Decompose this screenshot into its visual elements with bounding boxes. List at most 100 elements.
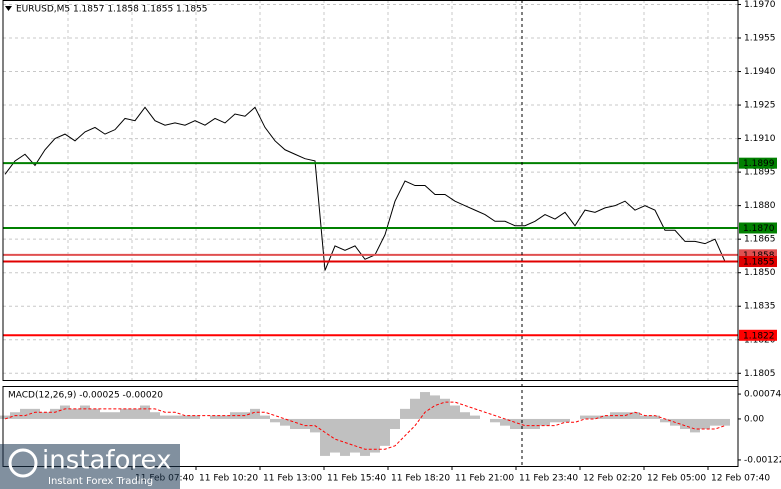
y-tick-label: 1.1940: [744, 67, 776, 77]
macd-bar: [0, 415, 10, 419]
macd-bar: [440, 398, 450, 419]
macd-bar: [260, 415, 270, 419]
y-tick-label: 1.1910: [744, 134, 776, 144]
macd-bar: [160, 415, 170, 419]
x-tick-label: 12 Feb 02:20: [583, 474, 642, 484]
macd-bar: [390, 418, 400, 430]
x-tick-label: 11 Feb 10:20: [199, 474, 258, 484]
level-label-bg: [739, 222, 777, 234]
macd-bar: [590, 415, 600, 419]
y-tick-label: 1.1805: [744, 369, 776, 379]
macd-bar: [190, 415, 200, 419]
y-tick-label: 1.1850: [744, 268, 776, 278]
macd-bar: [40, 412, 50, 419]
macd-bar: [150, 412, 160, 419]
macd-bar: [650, 415, 660, 419]
macd-bar: [340, 418, 350, 456]
x-tick-label: 12 Feb 07:40: [711, 474, 770, 484]
macd-bar: [660, 418, 670, 423]
watermark-brand: instaforex: [42, 446, 171, 476]
macd-bar: [20, 408, 30, 419]
macd-bar: [370, 418, 380, 453]
macd-bar: [490, 418, 500, 423]
y-tick-label: 1.1955: [744, 34, 776, 44]
macd-bar: [380, 418, 390, 446]
macd-bar: [110, 412, 120, 419]
macd-bar: [600, 415, 610, 419]
macd-bar: [420, 392, 430, 419]
macd-bar: [700, 418, 710, 430]
macd-bar: [120, 408, 130, 419]
macd-bar: [680, 418, 690, 430]
macd-bar: [720, 418, 730, 426]
level-label: 1.1899: [743, 159, 775, 169]
macd-bar: [470, 415, 480, 419]
plot-area: [0, 0, 738, 470]
x-tick-label: 11 Feb 23:40: [519, 474, 578, 484]
macd-bar: [300, 418, 310, 430]
macd-bar: [550, 418, 560, 423]
x-tick-label: 11 Feb 13:00: [263, 474, 322, 484]
macd-bar: [90, 408, 100, 419]
x-tick-label: 11 Feb 21:00: [455, 474, 514, 484]
macd-bar: [60, 405, 70, 419]
price-axis-bg: [738, 0, 781, 489]
macd-bar: [640, 415, 650, 419]
level-label: 1.1858: [743, 251, 775, 261]
macd-bar: [80, 405, 90, 419]
macd-bar: [330, 418, 340, 453]
macd-bar: [630, 412, 640, 419]
level-label-bg: [739, 256, 777, 268]
macd-bar: [460, 412, 470, 419]
chart-title: EURUSD,M5 1.1857 1.1858 1.1855 1.1855: [16, 5, 208, 15]
y-tick-label: 1.1895: [744, 168, 776, 178]
menu-arrow: [5, 6, 12, 11]
macd-bar: [520, 418, 530, 430]
macd-bar: [580, 415, 590, 419]
macd-bar: [250, 408, 260, 419]
macd-bar: [30, 408, 40, 419]
macd-bar: [430, 395, 440, 419]
macd-bar: [400, 408, 410, 419]
y-tick-label: 0.00: [744, 414, 764, 424]
macd-bar: [500, 418, 510, 426]
level-label: 1.1855: [743, 258, 775, 268]
watermark-logo: [8, 448, 38, 478]
x-tick-label: 11 Feb 15:40: [327, 474, 386, 484]
macd-bar: [50, 408, 60, 419]
y-tick-label: 1.1880: [744, 201, 776, 211]
watermark: instaforex Instant Forex Trading: [0, 444, 180, 489]
y-tick-label: 0.00074: [744, 390, 781, 400]
y-tick-label: 1.1970: [744, 0, 776, 10]
level-label-bg: [739, 157, 777, 169]
macd-bar: [350, 418, 360, 453]
x-tick-label: 12 Feb 05:00: [647, 474, 706, 484]
level-label-bg: [739, 329, 777, 341]
y-tick-label: 1.1865: [744, 235, 776, 245]
macd-bar: [690, 418, 700, 433]
y-tick-label: -0.00122: [744, 455, 781, 465]
macd-bar: [450, 405, 460, 419]
macd-bar: [70, 408, 80, 419]
macd-bar: [180, 415, 190, 419]
level-label-bg: [739, 249, 777, 261]
macd-bar: [140, 405, 150, 419]
signal-line: [4, 401, 726, 450]
macd-bar: [560, 418, 570, 423]
macd-title: MACD(12,26,9) -0.00025 -0.00020: [8, 391, 163, 401]
y-tick-label: 1.1835: [744, 302, 776, 312]
macd-bar: [530, 418, 540, 430]
macd-bar: [410, 398, 420, 419]
macd-bar: [170, 415, 180, 419]
y-tick-label: 1.1925: [744, 101, 776, 111]
macd-bar: [220, 415, 230, 419]
macd-bar: [320, 418, 330, 456]
price-line: [4, 106, 726, 271]
x-tick-label: 11 Feb 18:20: [391, 474, 450, 484]
macd-bar: [540, 418, 550, 426]
macd-bar: [280, 418, 290, 426]
watermark-tagline: Instant Forex Trading: [48, 476, 153, 487]
macd-bar: [130, 408, 140, 419]
